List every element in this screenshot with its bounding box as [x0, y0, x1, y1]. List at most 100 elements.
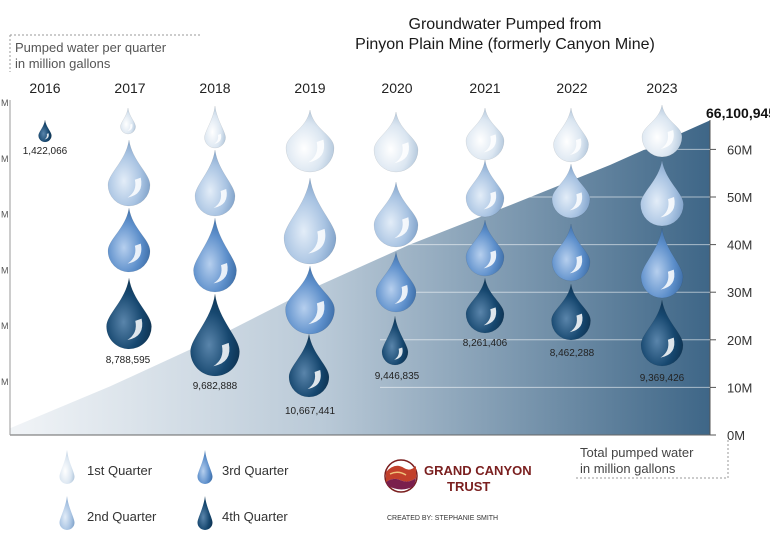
year-label: 2019 [294, 80, 325, 96]
left-tick-label: M [1, 265, 9, 275]
drop-highlight [127, 318, 143, 340]
cumulative-area [10, 120, 710, 436]
right-tick-label: 40M [727, 238, 752, 253]
water-drop-q1 [120, 107, 136, 135]
drop-shape [465, 107, 505, 161]
water-drop-q4 [190, 293, 240, 377]
water-drop-q1 [204, 105, 226, 149]
drop-highlight [307, 370, 321, 389]
water-drop-q4 [640, 299, 684, 367]
water-drop-q1 [641, 104, 683, 158]
grand-canyon-trust-logo: GRAND CANYON TRUST [384, 459, 532, 494]
drop-shape [120, 107, 136, 135]
drop-highlight [213, 189, 227, 208]
water-drop-q1 [465, 107, 505, 161]
drop-shape [465, 159, 505, 218]
year-label: 2020 [381, 80, 412, 96]
drop-highlight [308, 228, 326, 254]
drop-highlight [660, 269, 675, 290]
right-tick-label: 20M [727, 333, 752, 348]
water-drop-q3 [640, 227, 684, 299]
water-drop-q2 [194, 149, 236, 217]
drop-highlight [44, 133, 49, 140]
drop-shape [107, 139, 151, 207]
legend-item-q3: 3rd Quarter [197, 450, 289, 485]
water-drop-q1 [285, 109, 335, 173]
legend-label-q3: 3rd Quarter [222, 463, 289, 478]
water-drop-q4 [38, 119, 52, 143]
legend-item-q1: 1st Quarter [59, 450, 153, 484]
annual-total-label: 8,788,595 [106, 355, 151, 366]
drop-highlight [660, 196, 675, 218]
year-label: 2016 [29, 80, 60, 96]
legend-label-q4: 4th Quarter [222, 509, 288, 524]
drop-highlight [308, 300, 325, 325]
right-axis-caption-line1: Total pumped water [580, 445, 694, 460]
annual-total-label: 1,422,066 [23, 146, 68, 157]
water-drop-q3 [193, 217, 237, 293]
water-drop-q3 [465, 219, 505, 277]
water-drop-q2 [465, 159, 505, 218]
year-label: 2023 [646, 80, 677, 96]
legend-label-q1: 1st Quarter [87, 463, 153, 478]
water-drop-q4 [106, 277, 152, 350]
water-drop-q1 [373, 111, 419, 173]
canyon-logo-icon [384, 459, 418, 493]
left-axis-caption-line1: Pumped water per quarter [15, 40, 167, 55]
chart-title-line2: Pinyon Plain Mine (formerly Canyon Mine) [355, 36, 655, 53]
year-label: 2022 [556, 80, 587, 96]
water-drop-q4 [551, 283, 591, 341]
left-tick-label: M [1, 154, 9, 164]
drop-shape [373, 111, 419, 173]
cumulative-total-label: 66,100,945 [706, 105, 770, 121]
drop-shape [285, 265, 335, 335]
drop-highlight [213, 262, 228, 284]
water-drop-q4 [381, 315, 409, 366]
logo-text-line2: TRUST [447, 479, 490, 494]
drop-highlight [394, 285, 408, 304]
chart-title-line1: Groundwater Pumped from [409, 16, 602, 33]
water-drop-q4 [288, 333, 330, 398]
drop-highlight [213, 342, 230, 367]
water-drop-q3 [375, 251, 417, 313]
left-axis-caption: Pumped water per quarter in million gall… [9, 34, 200, 72]
water-drop-q3 [107, 207, 151, 273]
year-label: 2021 [469, 80, 500, 96]
drop-highlight [127, 243, 142, 264]
annual-total-label: 8,261,406 [463, 338, 508, 349]
right-tick-label: 10M [727, 380, 752, 395]
annual-total-label: 10,667,441 [285, 406, 335, 417]
legend: 1st Quarter 2nd Quarter 3rd Quarter 4th … [59, 450, 289, 531]
drop-highlight [394, 217, 409, 239]
legend-drop-q3 [197, 450, 213, 485]
drop-shape [190, 293, 240, 377]
drop-highlight [660, 337, 675, 358]
water-drop-q4 [465, 277, 505, 334]
drop-highlight [569, 255, 583, 274]
annual-total-label: 9,369,426 [640, 373, 685, 384]
left-tick-label: M [1, 321, 9, 331]
left-tick-label: M [1, 98, 9, 108]
logo-text-line1: GRAND CANYON [424, 463, 532, 478]
year-label: 2017 [114, 80, 145, 96]
legend-drop-q2 [59, 496, 75, 530]
drop-shape [194, 149, 236, 217]
drop-highlight [127, 123, 133, 131]
drop-highlight [483, 134, 497, 153]
drop-shape [641, 104, 683, 158]
drop-highlight [127, 177, 142, 198]
right-tick-label: 30M [727, 285, 752, 300]
legend-drop-q1 [59, 450, 75, 484]
drop-shape [38, 119, 52, 143]
right-axis-caption: Total pumped water in million gallons [576, 440, 729, 479]
legend-item-q2: 2nd Quarter [59, 496, 157, 530]
drops-layer [38, 104, 684, 398]
water-drop-q3 [285, 265, 335, 335]
drop-highlight [569, 138, 582, 155]
annual-total-label: 8,462,288 [550, 348, 595, 359]
drop-shape [465, 277, 505, 334]
drop-highlight [394, 347, 403, 360]
right-tick-label: 50M [727, 190, 752, 205]
